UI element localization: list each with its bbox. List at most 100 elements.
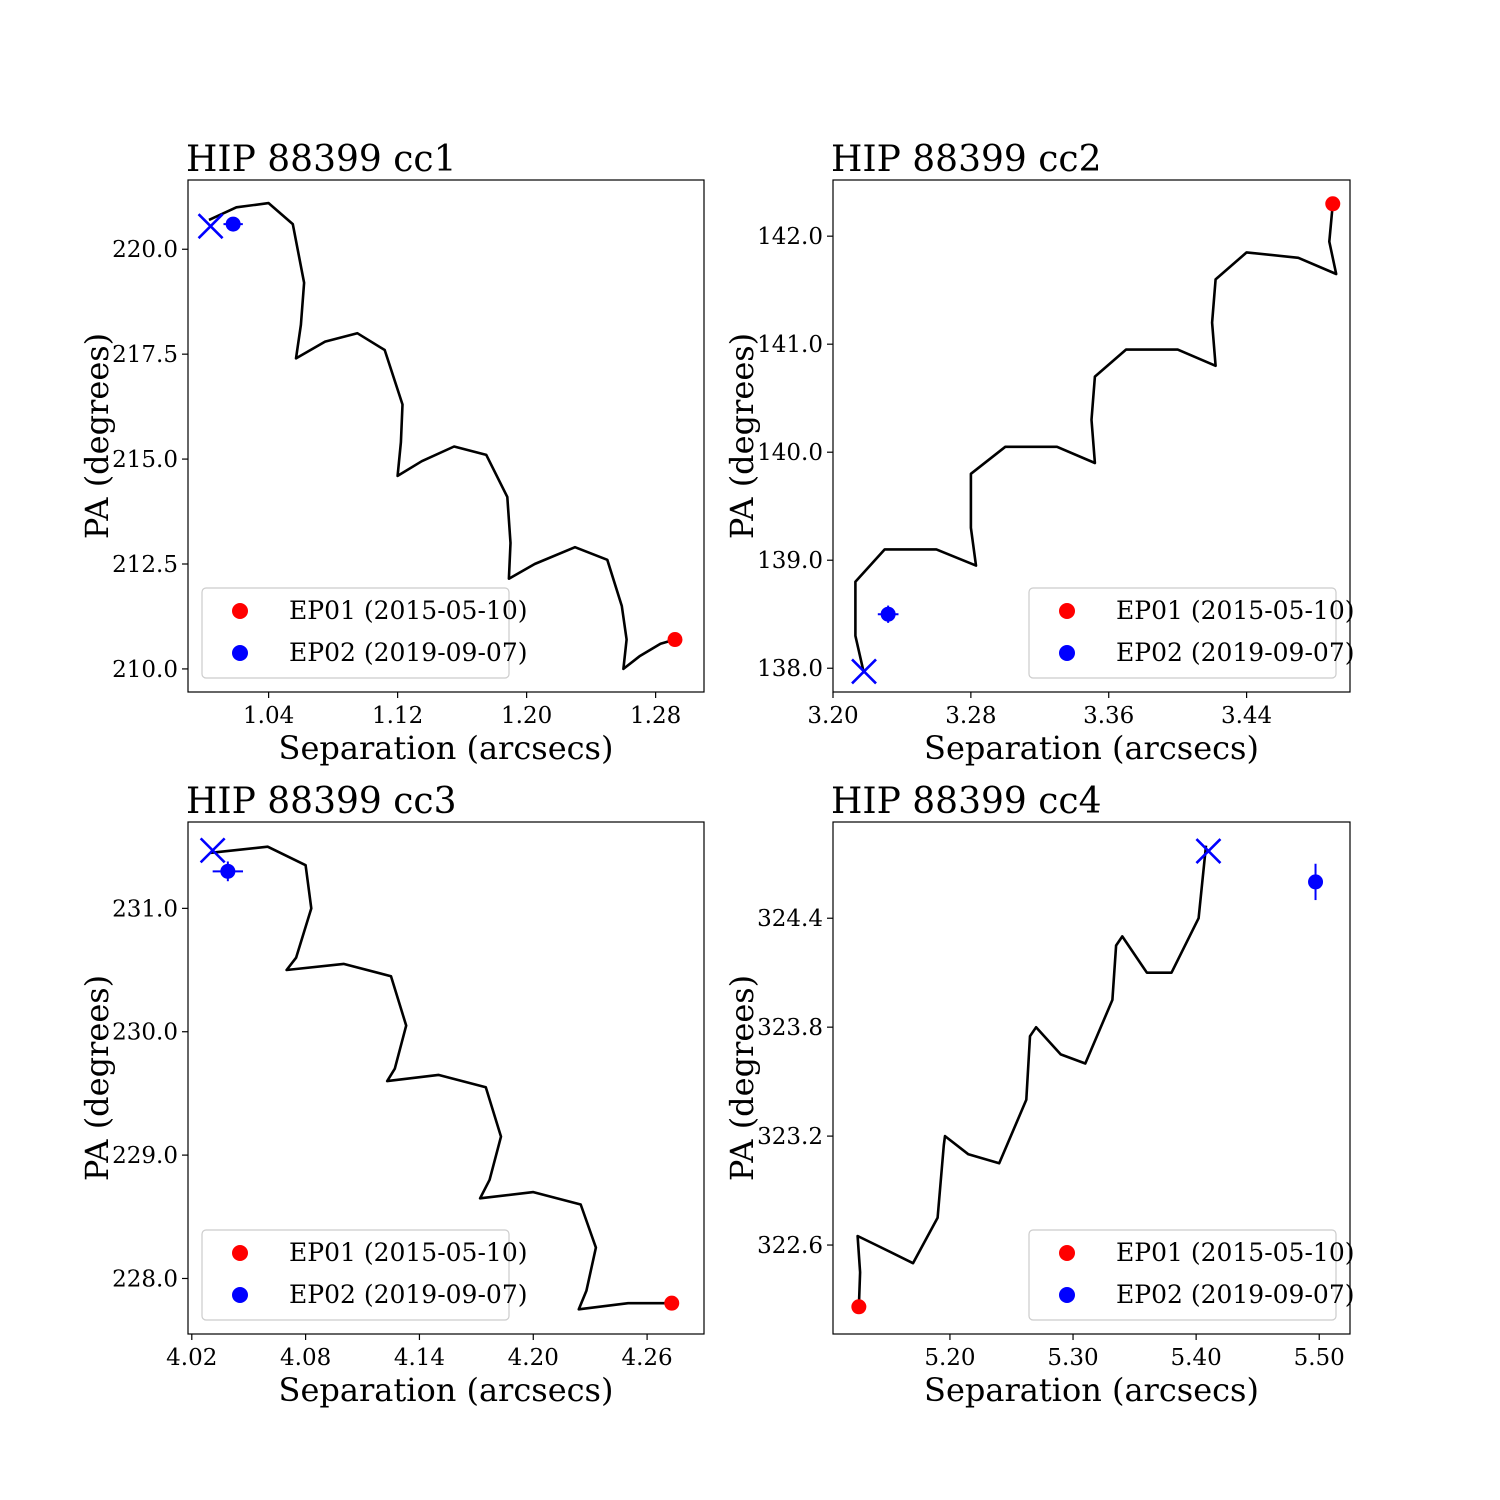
x-tick-label: 5.40 [1171,1345,1222,1371]
legend-box [1028,587,1337,679]
legend: EP01 (2015-05-10) EP02 (2019-09-07) [1028,1229,1354,1321]
y-tick-label: 210.0 [112,657,178,683]
y-tick-label: 140.0 [757,440,823,466]
epoch1-marker [851,1299,867,1315]
y-tick-label: 220.0 [112,237,178,263]
x-tick-label: 5.50 [1294,1345,1345,1371]
y-tick-label: 322.6 [757,1233,823,1259]
legend-epoch1-label: EP01 (2015-05-10) [289,596,527,625]
subplot-3: HIP 88399 cc3 4.02 4.08 4.14 4.20 4.26 228.0 22… [78,781,705,1409]
legend-box [1028,1229,1337,1321]
y-tick-label: 229.0 [112,1143,178,1169]
legend: EP01 (2015-05-10) EP02 (2019-09-07) [1028,587,1354,679]
legend: EP01 (2015-05-10) EP02 (2019-09-07) [201,587,527,679]
subplot-4: HIP 88399 cc4 5.20 5.30 5.40 5.50 322.6 323.2 3… [723,781,1354,1409]
y-tick-label: 141.0 [757,332,823,358]
legend-epoch2-label: EP02 (2019-09-07) [1116,638,1354,667]
x-axis-label: Separation (arcsecs) [924,1371,1259,1409]
y-tick-label: 324.4 [757,906,823,932]
legend: EP01 (2015-05-10) EP02 (2019-09-07) [201,1229,527,1321]
y-tick-label: 139.0 [757,548,823,574]
plot-title: HIP 88399 cc3 [186,781,456,822]
axes-frame [832,821,1351,1335]
x-axis-label: Separation (arcsecs) [924,729,1259,767]
y-tick-label: 231.0 [112,896,178,922]
predicted-position-marker [197,213,224,240]
axes-frame [832,179,1351,693]
y-axis-label: PA (degrees) [723,975,761,1181]
legend-epoch1-marker [232,603,248,619]
epoch1-marker [664,1295,680,1311]
epoch2-marker [225,216,241,232]
legend-epoch2-label: EP02 (2019-09-07) [1116,1280,1354,1309]
legend-epoch1-marker [1059,603,1075,619]
x-tick-label: 3.20 [807,703,858,729]
legend-box [201,587,510,679]
y-tick-label: 230.0 [112,1020,178,1046]
y-tick-label: 323.8 [757,1015,823,1041]
motion-track-line [854,203,1338,674]
legend-epoch2-label: EP02 (2019-09-07) [289,1280,527,1309]
x-tick-label: 1.28 [630,703,681,729]
plot-title: HIP 88399 cc4 [831,781,1101,822]
legend-epoch2-marker [232,1287,248,1303]
legend-epoch2-label: EP02 (2019-09-07) [289,638,527,667]
y-tick-label: 217.5 [112,342,178,368]
epoch2-marker [880,606,896,622]
legend-epoch2-marker [1059,1287,1075,1303]
axes-frame [187,179,705,693]
axes-frame [187,821,705,1335]
x-tick-label: 4.08 [280,1345,331,1371]
plot-area [199,837,680,1311]
x-tick-label: 4.14 [394,1345,445,1371]
motion-track-line [208,201,676,671]
epoch2-marker [220,863,236,879]
x-tick-label: 5.20 [924,1345,975,1371]
y-tick-label: 142.0 [757,224,823,250]
legend-epoch2-marker [1059,645,1075,661]
x-tick-label: 3.28 [945,703,996,729]
legend-epoch1-label: EP01 (2015-05-10) [1116,596,1354,625]
x-tick-label: 1.04 [243,703,294,729]
predicted-position-marker [199,837,226,864]
legend-box [201,1229,510,1321]
predicted-position-marker [851,658,877,685]
plot-title: HIP 88399 cc2 [831,139,1101,180]
predicted-position-marker [1195,838,1222,864]
y-tick-label: 212.5 [112,552,178,578]
plot-area [851,196,1341,685]
y-axis-label: PA (degrees) [723,333,761,539]
epoch1-marker [1325,196,1341,212]
legend-epoch1-marker [1059,1245,1075,1261]
plot-area [851,838,1324,1315]
plot-title: HIP 88399 cc1 [186,139,456,180]
x-tick-label: 1.20 [501,703,552,729]
x-tick-label: 3.36 [1083,703,1134,729]
epoch2-marker [1308,874,1324,890]
x-tick-label: 5.30 [1047,1345,1098,1371]
y-axis-label: PA (degrees) [78,333,116,539]
legend-epoch1-label: EP01 (2015-05-10) [1116,1238,1354,1267]
motion-track-line [856,845,1208,1309]
legend-epoch1-label: EP01 (2015-05-10) [289,1238,527,1267]
legend-epoch2-marker [232,645,248,661]
x-tick-label: 4.20 [508,1345,559,1371]
x-tick-label: 1.12 [372,703,423,729]
x-tick-label: 3.44 [1221,703,1272,729]
subplot-2: HIP 88399 cc2 3.20 3.28 3.36 3.44 138.0 139.0 1… [723,139,1354,767]
y-tick-label: 138.0 [757,656,823,682]
epoch1-marker [667,632,683,648]
subplot-1: HIP 88399 cc1 1.04 1.12 1.20 1.28 210.0 212.5 2… [78,139,705,767]
y-axis-label: PA (degrees) [78,975,116,1181]
motion-track-line [210,845,672,1311]
legend-epoch1-marker [232,1245,248,1261]
x-axis-label: Separation (arcsecs) [279,1371,614,1409]
y-tick-label: 228.0 [112,1266,178,1292]
x-tick-label: 4.26 [621,1345,672,1371]
plot-area [197,201,683,671]
x-axis-label: Separation (arcsecs) [279,729,614,767]
y-tick-label: 215.0 [112,447,178,473]
x-tick-label: 4.02 [166,1345,217,1371]
y-tick-label: 323.2 [757,1124,823,1150]
